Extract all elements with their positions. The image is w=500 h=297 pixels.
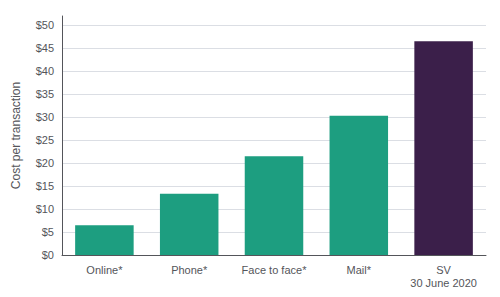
svg-text:30 June 2020: 30 June 2020 xyxy=(410,277,477,289)
svg-text:Mail*: Mail* xyxy=(347,264,372,276)
svg-text:Online*: Online* xyxy=(86,264,123,276)
svg-text:$10: $10 xyxy=(36,203,54,215)
svg-text:Cost per transaction: Cost per transaction xyxy=(9,82,23,189)
svg-text:$5: $5 xyxy=(42,226,54,238)
svg-text:$20: $20 xyxy=(36,157,54,169)
svg-text:Phone*: Phone* xyxy=(171,264,208,276)
svg-text:$30: $30 xyxy=(36,111,54,123)
svg-text:Face to face*: Face to face* xyxy=(242,264,308,276)
svg-text:$15: $15 xyxy=(36,180,54,192)
svg-text:$0: $0 xyxy=(42,249,54,261)
svg-text:SV: SV xyxy=(436,264,451,276)
svg-text:$35: $35 xyxy=(36,88,54,100)
svg-text:$50: $50 xyxy=(36,19,54,31)
svg-text:$45: $45 xyxy=(36,42,54,54)
svg-text:$40: $40 xyxy=(36,65,54,77)
svg-text:$25: $25 xyxy=(36,134,54,146)
